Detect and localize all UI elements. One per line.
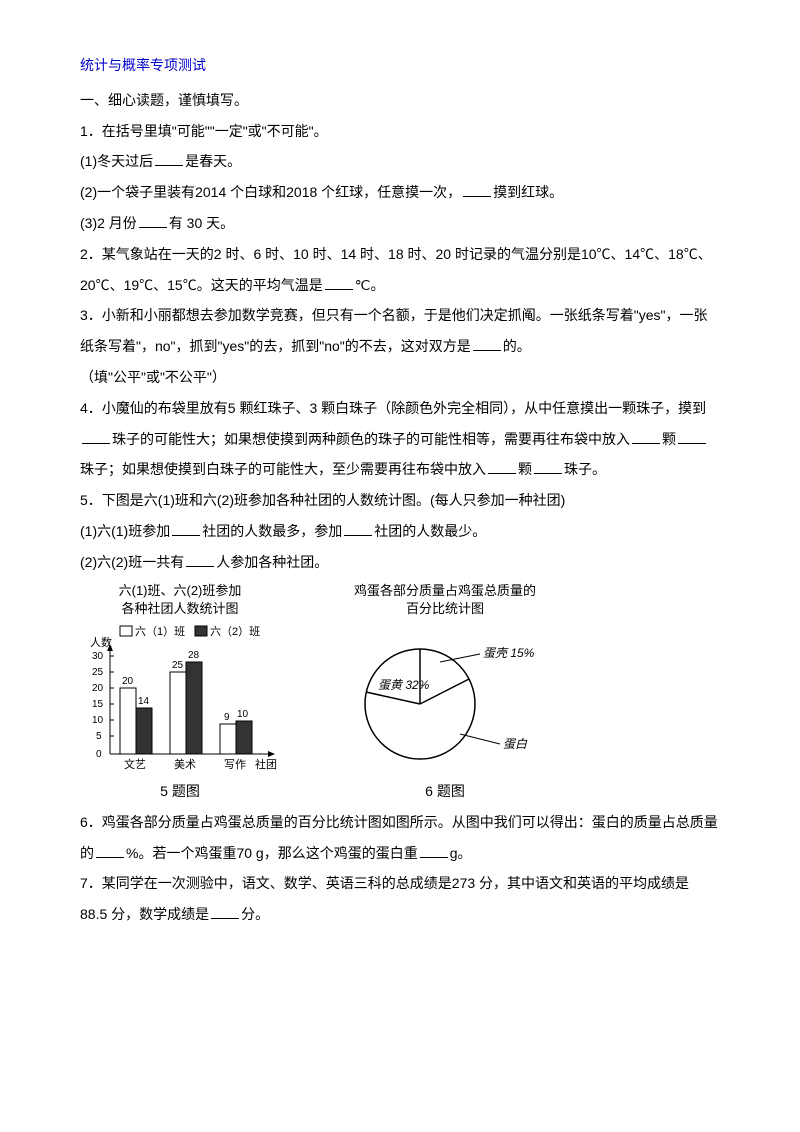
pie-title-1: 鸡蛋各部分质量占鸡蛋总质量的 <box>354 583 536 598</box>
ytick: 5 <box>96 731 102 742</box>
blank[interactable] <box>420 844 448 858</box>
q2a: 2．某气象站在一天的2 时、6 时、10 时、14 时、18 时、20 时记录的… <box>80 246 712 293</box>
blank[interactable] <box>488 460 516 474</box>
q7a: 7．某同学在一次测验中，语文、数学、英语三科的总成绩是273 分，其中语文和英语… <box>80 875 689 922</box>
q5-1: (1)六(1)班参加 社团的人数最多，参加 社团的人数最少。 <box>80 516 720 547</box>
blank[interactable] <box>186 553 214 567</box>
q6b: %。若一个鸡蛋重70 g，那么这个鸡蛋的蛋白重 <box>126 845 418 861</box>
pie-label-yolk: 蛋黄 32% <box>378 678 430 692</box>
q4b: 珠子的可能性大；如果想使摸到两种颜色的珠子的可能性相等，需要再往布袋中放入 <box>112 431 630 447</box>
section-heading: 一、细心读题，谨慎填写。 <box>80 85 720 116</box>
q1-1: (1)冬天过后 是春天。 <box>80 146 720 177</box>
bar-label: 28 <box>188 650 200 661</box>
blank[interactable] <box>139 214 167 228</box>
blank[interactable] <box>463 183 491 197</box>
q6: 6．鸡蛋各部分质量占鸡蛋总质量的百分比统计图如图所示。从图中我们可以得出：蛋白的… <box>80 807 720 869</box>
q1-2a: (2)一个袋子里装有2014 个白球和2018 个红球，任意摸一次， <box>80 184 461 200</box>
pie-chart-block: 鸡蛋各部分质量占鸡蛋总质量的 百分比统计图 蛋壳 15% 蛋黄 32% 蛋白 6… <box>330 582 560 807</box>
q4f: 珠子。 <box>564 461 606 477</box>
xcat: 文艺 <box>124 757 146 771</box>
xcat: 写作 <box>224 758 246 771</box>
q5-1b: 社团的人数最多，参加 <box>202 523 342 539</box>
ytick: 25 <box>92 667 104 678</box>
q5-2a: (2)六(2)班一共有 <box>80 554 184 570</box>
q3b: 的。 <box>503 338 531 354</box>
ytick: 30 <box>92 651 104 662</box>
ytick: 20 <box>92 683 104 694</box>
q5-1c: 社团的人数最少。 <box>374 523 486 539</box>
q5-2b: 人参加各种社团。 <box>216 554 328 570</box>
bar-label: 9 <box>224 712 230 723</box>
q1-stem: 1．在括号里填"可能""一定"或"不可能"。 <box>80 116 720 147</box>
q5-1a: (1)六(1)班参加 <box>80 523 170 539</box>
blank[interactable] <box>344 522 372 536</box>
q4: 4．小魔仙的布袋里放有5 颗红珠子、3 颗白珠子（除颜色外完全相同），从中任意摸… <box>80 393 720 485</box>
legend-1: 六（1）班 <box>135 625 185 638</box>
blank[interactable] <box>172 522 200 536</box>
bar-label: 20 <box>122 676 134 687</box>
q1-2b: 摸到红球。 <box>493 184 563 200</box>
q1-3a: (3)2 月份 <box>80 215 137 231</box>
blank[interactable] <box>325 276 353 290</box>
pie-chart-title: 鸡蛋各部分质量占鸡蛋总质量的 百分比统计图 <box>354 582 536 618</box>
bar-label: 14 <box>138 696 150 707</box>
charts-row: 六(1)班、六(2)班参加 各种社团人数统计图 六（1）班 六（2）班 人数 3… <box>80 582 720 807</box>
blank[interactable] <box>534 460 562 474</box>
q1-1b: 是春天。 <box>185 153 241 169</box>
blank[interactable] <box>211 905 239 919</box>
bar-chart-block: 六(1)班、六(2)班参加 各种社团人数统计图 六（1）班 六（2）班 人数 3… <box>80 582 280 807</box>
bar-title-1: 六(1)班、六(2)班参加 <box>119 583 242 598</box>
xcat: 美术 <box>174 758 196 771</box>
q1-2: (2)一个袋子里装有2014 个白球和2018 个红球，任意摸一次， 摸到红球。 <box>80 177 720 208</box>
q3-note: （填"公平"或"不公平"） <box>80 362 720 393</box>
q3a: 3．小新和小丽都想去参加数学竞赛，但只有一个名额，于是他们决定抓阄。一张纸条写着… <box>80 307 708 354</box>
pie-chart: 蛋壳 15% 蛋黄 32% 蛋白 <box>330 624 560 774</box>
bar-label: 25 <box>172 660 184 671</box>
pie-label-shell: 蛋壳 15% <box>483 646 535 660</box>
page-title: 统计与概率专项测试 <box>80 50 720 81</box>
pie-title-2: 百分比统计图 <box>406 601 484 616</box>
ytick: 0 <box>96 749 102 760</box>
blank[interactable] <box>155 152 183 166</box>
q7: 7．某同学在一次测验中，语文、数学、英语三科的总成绩是273 分，其中语文和英语… <box>80 868 720 930</box>
bar-chart-caption: 5 题图 <box>160 776 200 807</box>
pie-label-white: 蛋白 <box>503 737 528 751</box>
bar-title-2: 各种社团人数统计图 <box>121 601 238 616</box>
q1-3: (3)2 月份 有 30 天。 <box>80 208 720 239</box>
q6c: g。 <box>450 845 472 861</box>
q3: 3．小新和小丽都想去参加数学竞赛，但只有一个名额，于是他们决定抓阄。一张纸条写着… <box>80 300 720 362</box>
q5-stem: 5．下图是六(1)班和六(2)班参加各种社团的人数统计图。(每人只参加一种社团) <box>80 485 720 516</box>
q4c: 颗 <box>662 431 676 447</box>
blank[interactable] <box>473 337 501 351</box>
pie-chart-caption: 6 题图 <box>425 776 465 807</box>
ytick: 10 <box>92 715 104 726</box>
blank[interactable] <box>82 430 110 444</box>
xlabel: 社团 <box>255 757 277 771</box>
q1-1a: (1)冬天过后 <box>80 153 153 169</box>
bar-label: 10 <box>237 709 249 720</box>
q4e: 颗 <box>518 461 532 477</box>
ytick: 15 <box>92 699 104 710</box>
bar-chart: 六（1）班 六（2）班 人数 30 25 20 15 10 5 0 20 14 <box>80 624 280 774</box>
legend-2: 六（2）班 <box>210 625 260 638</box>
q2: 2．某气象站在一天的2 时、6 时、10 时、14 时、18 时、20 时记录的… <box>80 239 720 301</box>
q4d: 珠子；如果想使摸到白珠子的可能性大，至少需要再往布袋中放入 <box>80 461 486 477</box>
q1-3b: 有 30 天。 <box>169 215 234 231</box>
q4a: 4．小魔仙的布袋里放有5 颗红珠子、3 颗白珠子（除颜色外完全相同），从中任意摸… <box>80 400 706 416</box>
q5-2: (2)六(2)班一共有 人参加各种社团。 <box>80 547 720 578</box>
blank[interactable] <box>678 430 706 444</box>
blank[interactable] <box>96 844 124 858</box>
q7b: 分。 <box>241 906 269 922</box>
blank[interactable] <box>632 430 660 444</box>
q2b: ℃。 <box>355 277 385 293</box>
bar-chart-title: 六(1)班、六(2)班参加 各种社团人数统计图 <box>119 582 242 618</box>
